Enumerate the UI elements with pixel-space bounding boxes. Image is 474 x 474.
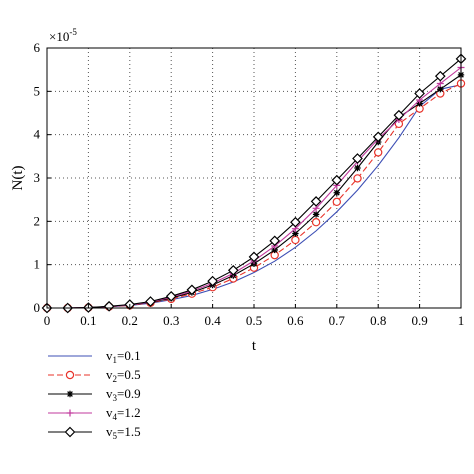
data-point-marker bbox=[437, 85, 444, 93]
data-point-marker bbox=[333, 189, 340, 196]
data-point-marker bbox=[353, 174, 362, 183]
y-multiplier: ×10-5 bbox=[49, 27, 77, 44]
legend-entry: v5=1.5 bbox=[48, 424, 141, 441]
legend-entry: v3=0.9 bbox=[48, 386, 141, 403]
x-tick-label: 0.9 bbox=[411, 313, 427, 328]
data-point-marker bbox=[354, 164, 361, 172]
legend: v1=0.1v2=0.5v3=0.9v4=1.2v5=1.5 bbox=[48, 348, 141, 441]
x-tick-label: 0.3 bbox=[163, 313, 179, 328]
legend-value: =0.9 bbox=[117, 386, 141, 401]
x-tick-label: 1 bbox=[458, 313, 465, 328]
y-tick-label: 6 bbox=[34, 40, 41, 55]
legend-subscript: 1 bbox=[113, 355, 118, 365]
y-tick-label: 2 bbox=[34, 213, 41, 228]
x-tick-label: 0.7 bbox=[329, 313, 346, 328]
data-point-marker bbox=[145, 296, 156, 307]
legend-value: =1.5 bbox=[117, 424, 141, 439]
data-point-marker bbox=[248, 251, 260, 263]
legend-label: v1=0.1 bbox=[106, 348, 141, 365]
data-point-marker bbox=[292, 230, 299, 237]
series-layer bbox=[41, 53, 467, 314]
x-tick-label: 0.2 bbox=[122, 313, 138, 328]
data-point-marker bbox=[103, 300, 115, 312]
data-point-marker bbox=[207, 275, 218, 287]
data-point-marker bbox=[291, 235, 300, 245]
y-tick-label: 3 bbox=[34, 170, 41, 185]
data-point-marker bbox=[186, 284, 198, 296]
legend-var: v bbox=[106, 405, 113, 420]
x-tick-label: 0.4 bbox=[204, 313, 221, 328]
x-tick-label: 0.6 bbox=[287, 313, 304, 328]
data-point-marker bbox=[64, 426, 76, 438]
legend-var: v bbox=[106, 367, 113, 382]
legend-entry: v2=0.5 bbox=[48, 367, 141, 384]
legend-entry: v4=1.2 bbox=[48, 405, 141, 422]
data-point-marker bbox=[165, 290, 177, 302]
data-point-marker bbox=[331, 174, 343, 186]
legend-subscript: 5 bbox=[113, 431, 118, 441]
data-point-marker bbox=[414, 88, 425, 99]
legend-label: v2=0.5 bbox=[106, 367, 141, 384]
data-point-marker bbox=[65, 370, 75, 380]
data-point-marker bbox=[434, 70, 446, 82]
data-point-marker bbox=[227, 264, 239, 276]
y-tick-label: 0 bbox=[34, 300, 41, 315]
x-tick-label: 0 bbox=[44, 313, 51, 328]
legend-subscript: 2 bbox=[113, 374, 118, 384]
legend-subscript: 4 bbox=[113, 412, 118, 422]
data-point-marker bbox=[311, 217, 321, 227]
data-point-marker bbox=[312, 211, 320, 218]
y-multiplier-base: ×10 bbox=[49, 29, 69, 44]
legend-var: v bbox=[106, 386, 113, 401]
series-v5 bbox=[41, 53, 467, 314]
y-tick-label: 4 bbox=[34, 127, 41, 142]
data-point-marker bbox=[271, 246, 278, 254]
y-tick-label: 1 bbox=[34, 257, 41, 272]
legend-label: v4=1.2 bbox=[106, 405, 141, 422]
series-v3 bbox=[43, 71, 465, 312]
y-tick-label: 5 bbox=[34, 83, 41, 98]
legend-var: v bbox=[106, 348, 113, 363]
legend-value: =1.2 bbox=[117, 405, 141, 420]
legend-label: v5=1.5 bbox=[106, 424, 141, 441]
data-point-marker bbox=[393, 109, 405, 121]
series-v4 bbox=[43, 64, 465, 312]
legend-subscript: 3 bbox=[113, 393, 118, 403]
data-point-marker bbox=[310, 196, 322, 207]
x-tick-label: 0.8 bbox=[370, 313, 386, 328]
x-tick-label: 0.5 bbox=[246, 313, 262, 328]
legend-entry: v1=0.1 bbox=[48, 348, 141, 365]
series-line bbox=[47, 83, 462, 309]
grid bbox=[47, 48, 461, 308]
legend-var: v bbox=[106, 424, 113, 439]
y-axis-title: N(t) bbox=[10, 166, 26, 191]
legend-value: =0.1 bbox=[117, 348, 141, 363]
legend-label: v3=0.9 bbox=[106, 386, 141, 403]
ticks: 0 0.1 0.2 0.3 0.4 0.5 0.6 0.7 0.8 0.9 1 0 1 2 3 4 5 6 bbox=[34, 40, 465, 328]
data-point-marker bbox=[290, 216, 301, 228]
data-point-marker bbox=[332, 197, 341, 207]
data-point-marker bbox=[269, 235, 281, 247]
x-tick-label: 0.1 bbox=[80, 313, 96, 328]
data-point-marker bbox=[66, 409, 74, 417]
x-axis-title: t bbox=[252, 338, 257, 354]
legend-value: =0.5 bbox=[117, 367, 141, 382]
y-multiplier-exp: -5 bbox=[69, 27, 77, 37]
data-point-marker bbox=[66, 390, 74, 398]
data-point-marker bbox=[372, 131, 384, 143]
data-point-marker bbox=[352, 153, 363, 164]
data-point-marker bbox=[374, 148, 383, 157]
